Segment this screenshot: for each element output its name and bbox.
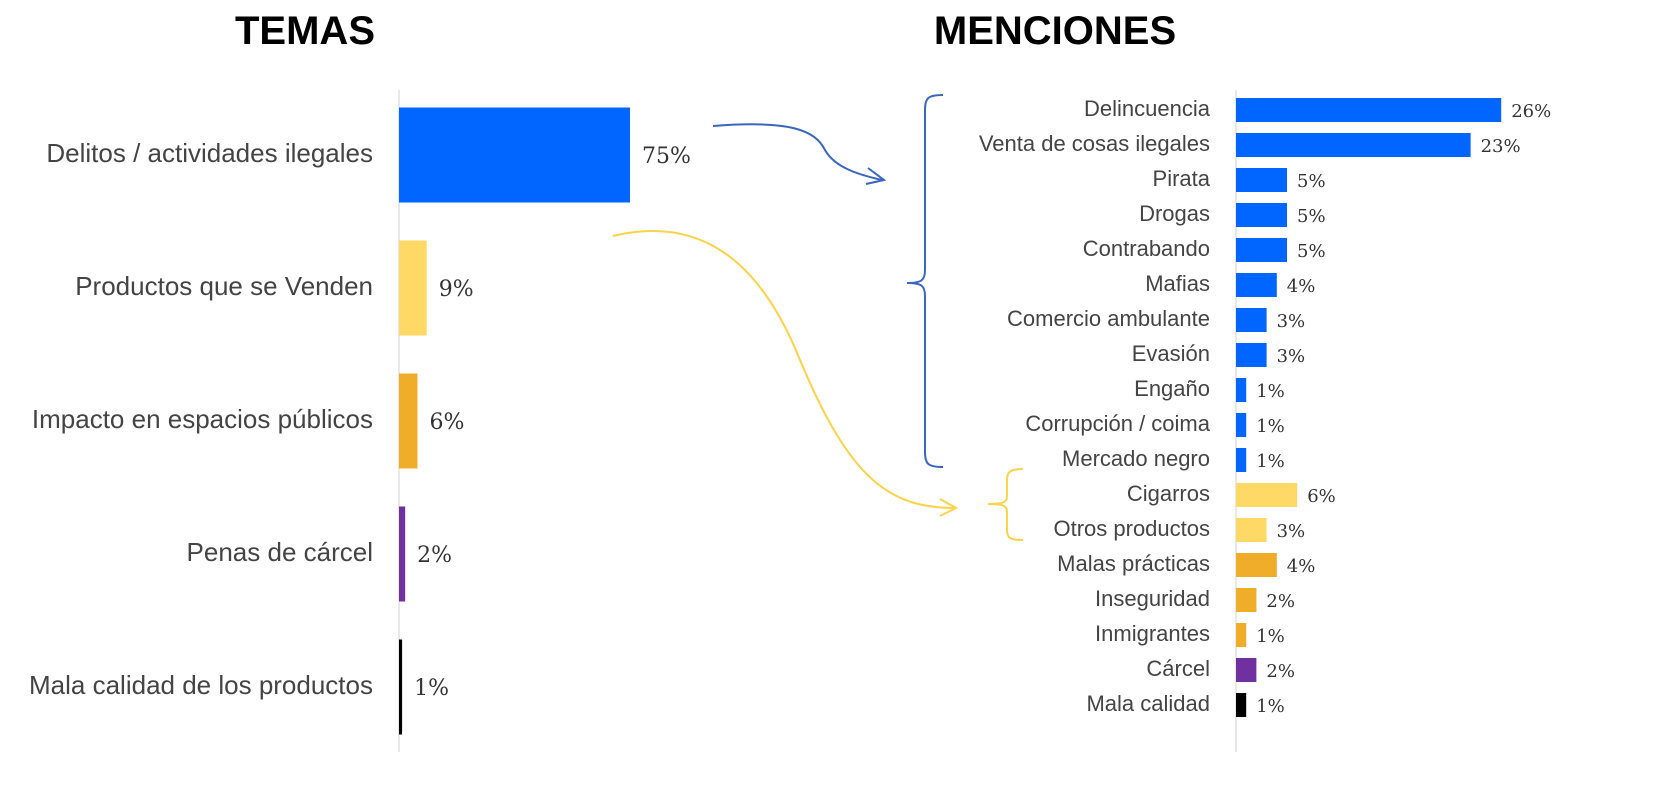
category-label: Contrabando — [1083, 236, 1210, 261]
category-label: Impacto en espacios públicos — [32, 404, 373, 434]
category-label: Mercado negro — [1062, 446, 1210, 471]
value-label: 2% — [417, 543, 452, 568]
category-label: Delitos / actividades ilegales — [46, 138, 373, 168]
bar — [1236, 483, 1298, 507]
bar — [1236, 238, 1287, 262]
value-label: 3% — [1277, 521, 1306, 542]
bar — [1236, 588, 1257, 612]
value-label: 1% — [1256, 416, 1285, 437]
category-label: Pirata — [1153, 166, 1211, 191]
bar — [399, 506, 406, 602]
bar — [1236, 98, 1502, 122]
category-label: Engaño — [1134, 376, 1210, 401]
value-label: 4% — [1287, 556, 1316, 577]
category-label: Productos que se Venden — [75, 271, 373, 301]
category-label: Mala calidad — [1086, 691, 1210, 716]
bar — [1236, 378, 1247, 402]
category-label: Inmigrantes — [1095, 621, 1210, 646]
category-label: Comercio ambulante — [1007, 306, 1210, 331]
value-label: 1% — [1256, 696, 1285, 717]
value-label: 1% — [414, 676, 449, 701]
bar — [1236, 658, 1257, 682]
category-label: Mafias — [1145, 271, 1210, 296]
category-label: Corrupción / coima — [1025, 411, 1210, 436]
category-label: Mala calidad de los productos — [29, 670, 373, 700]
value-label: 1% — [1256, 626, 1285, 647]
bar — [1236, 203, 1287, 227]
category-label: Inseguridad — [1095, 586, 1210, 611]
bar — [1236, 168, 1287, 192]
category-label: Drogas — [1139, 201, 1210, 226]
bar — [1236, 623, 1247, 647]
value-label: 9% — [439, 277, 474, 302]
value-label: 5% — [1297, 171, 1326, 192]
bar — [399, 639, 403, 735]
category-label: Penas de cárcel — [187, 537, 373, 567]
arrowhead — [939, 498, 959, 517]
value-label: 6% — [1307, 486, 1336, 507]
category-label: Cigarros — [1127, 481, 1210, 506]
value-label: 2% — [1266, 661, 1295, 682]
value-label: 6% — [429, 410, 464, 435]
category-label: Otros productos — [1053, 516, 1210, 541]
value-label: 5% — [1297, 206, 1326, 227]
category-label: Malas prácticas — [1057, 551, 1210, 576]
bar — [399, 240, 427, 336]
arrowhead — [865, 167, 887, 185]
arrow — [712, 123, 883, 181]
value-label: 1% — [1256, 381, 1285, 402]
value-label: 3% — [1277, 346, 1306, 367]
category-label: Delincuencia — [1084, 96, 1211, 121]
brace — [987, 468, 1024, 541]
chart-title: TEMAS — [235, 9, 375, 53]
category-label: Cárcel — [1146, 656, 1210, 681]
bar — [1236, 553, 1277, 577]
value-label: 5% — [1297, 241, 1326, 262]
bar — [1236, 343, 1267, 367]
value-label: 75% — [642, 144, 691, 169]
bar — [1236, 273, 1277, 297]
bar — [1236, 693, 1247, 717]
value-label: 4% — [1287, 276, 1316, 297]
value-label: 26% — [1511, 101, 1551, 122]
value-label: 23% — [1481, 136, 1521, 157]
bar — [1236, 518, 1267, 542]
value-label: 1% — [1256, 451, 1285, 472]
arrow — [612, 229, 956, 509]
bar — [1236, 308, 1267, 332]
value-label: 3% — [1277, 311, 1306, 332]
category-label: Venta de cosas ilegales — [979, 131, 1210, 156]
bar — [399, 373, 418, 469]
chart-title: MENCIONES — [934, 9, 1176, 53]
bar — [1236, 448, 1247, 472]
bar — [1236, 133, 1471, 157]
bar — [1236, 413, 1247, 437]
category-label: Evasión — [1132, 341, 1210, 366]
brace — [906, 94, 944, 468]
value-label: 2% — [1266, 591, 1295, 612]
bar — [399, 107, 630, 203]
